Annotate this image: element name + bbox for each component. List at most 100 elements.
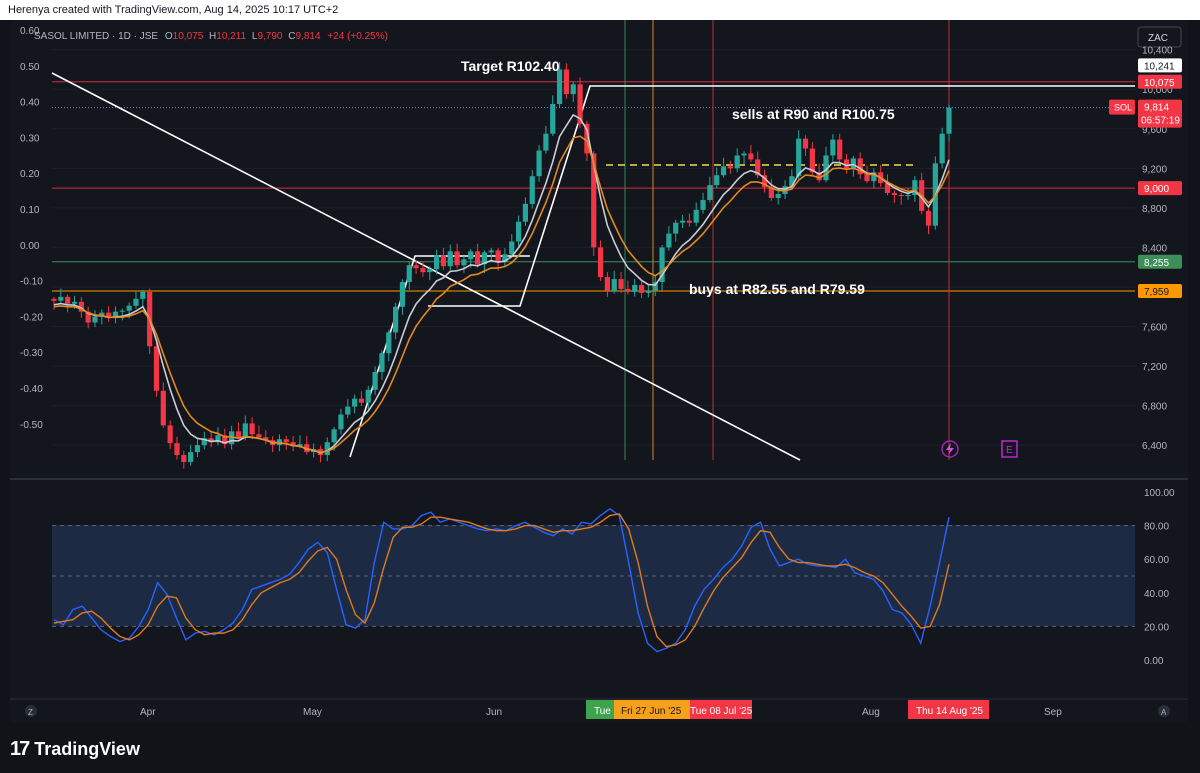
time-axis[interactable]: Apr May Jun Aug Sep Tue 2 Tue 08 Jul '25… bbox=[10, 698, 1188, 719]
candle-body bbox=[611, 279, 617, 291]
candle-body bbox=[58, 296, 64, 301]
price-tick: 10,000 bbox=[1142, 85, 1173, 96]
candle-body bbox=[591, 153, 597, 248]
candle-body bbox=[884, 183, 891, 194]
candle-body bbox=[741, 153, 747, 156]
candle-body bbox=[700, 199, 706, 210]
candle-body bbox=[331, 429, 337, 443]
left-scale-tick: -0.10 bbox=[20, 277, 43, 288]
candle-body bbox=[625, 288, 631, 292]
candle-body bbox=[358, 398, 365, 403]
price-tick: 9,200 bbox=[1142, 164, 1167, 175]
stoch-tick: 100.00 bbox=[1144, 488, 1175, 499]
buys-annotation[interactable]: buys at R82.55 and R79.59 bbox=[689, 281, 865, 297]
svg-text:7,959: 7,959 bbox=[1144, 287, 1169, 298]
measured-move-2[interactable] bbox=[428, 85, 1135, 307]
price-labels: 10,241 10,075 9,000 8,255 7,959 SOL 9,814 06:57… bbox=[1109, 58, 1182, 299]
candle-body bbox=[638, 284, 645, 293]
candle-body bbox=[809, 148, 815, 173]
left-scale-tick: -0.20 bbox=[20, 312, 43, 323]
date-tag-green[interactable]: Tue 2 bbox=[586, 700, 620, 719]
candle-body bbox=[720, 166, 727, 176]
sells-annotation[interactable]: sells at R90 and R100.75 bbox=[732, 106, 895, 122]
svg-text:06:57:19: 06:57:19 bbox=[1141, 116, 1180, 127]
price-pane[interactable]: Target R102.40 sells at R90 and R100.75 … bbox=[34, 20, 1182, 469]
candle-body bbox=[372, 372, 378, 390]
candle-body bbox=[345, 406, 351, 415]
candle-body bbox=[727, 166, 733, 169]
svg-text:10,075: 10,075 bbox=[1144, 78, 1175, 89]
candle-body bbox=[686, 220, 692, 223]
candle-body bbox=[550, 104, 556, 134]
candle-body bbox=[543, 133, 549, 151]
candle-body bbox=[632, 284, 638, 292]
svg-text:E: E bbox=[1006, 445, 1013, 456]
price-tick: 8,800 bbox=[1142, 204, 1167, 215]
svg-text:8,255: 8,255 bbox=[1144, 258, 1169, 269]
descending-trendline[interactable] bbox=[51, 72, 801, 461]
candle-body bbox=[816, 172, 822, 181]
stoch-axis[interactable]: 100.00 80.00 60.00 40.00 20.00 0.00 bbox=[1144, 488, 1175, 667]
left-scale-tick: 0.30 bbox=[20, 133, 40, 144]
svg-text:Z: Z bbox=[28, 708, 33, 717]
stoch-tick: 40.00 bbox=[1144, 589, 1169, 600]
candle-body bbox=[65, 296, 71, 304]
left-scale-tick: 0.20 bbox=[20, 169, 40, 180]
candle-body bbox=[652, 282, 658, 291]
candle-body bbox=[420, 268, 426, 273]
target-annotation[interactable]: Target R102.40 bbox=[461, 58, 560, 74]
candle-body bbox=[714, 175, 720, 186]
candle-body bbox=[256, 434, 262, 438]
candle-body bbox=[659, 247, 665, 283]
candle-body bbox=[290, 442, 296, 447]
open-label: O bbox=[165, 31, 173, 42]
candle-body bbox=[106, 312, 112, 318]
candles bbox=[51, 61, 952, 469]
date-tag-orange[interactable]: Fri 27 Jun '25 bbox=[614, 700, 690, 719]
svg-text:Tue 2: Tue 2 bbox=[594, 706, 620, 717]
candle-body bbox=[242, 423, 248, 438]
candle-body bbox=[92, 316, 98, 323]
candle-body bbox=[946, 107, 952, 134]
candle-body bbox=[912, 180, 918, 196]
candle-body bbox=[78, 301, 84, 312]
symbol-legend[interactable]: SASOL LIMITED · 1D · JSE O10,075 H10,211… bbox=[34, 31, 388, 42]
measured-move-1[interactable] bbox=[349, 255, 530, 458]
svg-text:9,000: 9,000 bbox=[1144, 184, 1169, 195]
earnings-icon[interactable]: E bbox=[1001, 440, 1018, 458]
svg-text:Fri 27 Jun '25: Fri 27 Jun '25 bbox=[621, 706, 682, 717]
a-scale-icon[interactable]: A bbox=[1158, 705, 1170, 717]
flash-icon[interactable] bbox=[941, 440, 959, 458]
price-tick: 8,400 bbox=[1142, 243, 1167, 254]
left-scale-tick: 0.10 bbox=[20, 205, 40, 216]
close-value: 9,814 bbox=[296, 31, 321, 42]
date-tag-red-jul[interactable]: Tue 08 Jul '25 bbox=[682, 700, 753, 719]
tradingview-brand[interactable]: 17 TradingView bbox=[10, 736, 140, 762]
price-label-support-2: 7,959 bbox=[1138, 284, 1182, 299]
publish-caption: Herenya created with TradingView.com, Au… bbox=[8, 4, 339, 16]
candle-body bbox=[406, 265, 412, 283]
currency-box[interactable] bbox=[1137, 26, 1182, 48]
svg-text:Thu 14 Aug '25: Thu 14 Aug '25 bbox=[916, 706, 983, 717]
left-scale-tick: 0.00 bbox=[20, 241, 40, 252]
left-scale-axis[interactable]: 0.60 0.50 0.40 0.30 0.20 0.10 0.00 -0.10 -0.20 -0… bbox=[20, 26, 43, 431]
candle-body bbox=[645, 290, 651, 293]
tick-aug: Aug bbox=[862, 707, 880, 718]
stochastic-pane[interactable] bbox=[52, 507, 1135, 653]
stoch-band bbox=[52, 525, 1135, 626]
date-tag-red-aug[interactable]: Thu 14 Aug '25 bbox=[908, 700, 989, 719]
candle-body bbox=[522, 203, 529, 222]
candle-body bbox=[352, 398, 358, 407]
chart-panel[interactable]: Target R102.40 sells at R90 and R100.75 … bbox=[10, 20, 1188, 722]
candle-body bbox=[830, 139, 836, 156]
ma-slow-line bbox=[53, 135, 950, 454]
chart-svg[interactable]: Target R102.40 sells at R90 and R100.75 … bbox=[10, 20, 1188, 722]
price-tick: 6,800 bbox=[1142, 402, 1167, 413]
stoch-d-line bbox=[53, 513, 950, 648]
candle-body bbox=[529, 176, 535, 204]
candle-body bbox=[133, 298, 139, 306]
candle-body bbox=[99, 312, 105, 317]
price-tick: 7,200 bbox=[1142, 362, 1167, 373]
candle-body bbox=[556, 69, 563, 105]
z-scale-icon[interactable]: Z bbox=[25, 705, 37, 717]
